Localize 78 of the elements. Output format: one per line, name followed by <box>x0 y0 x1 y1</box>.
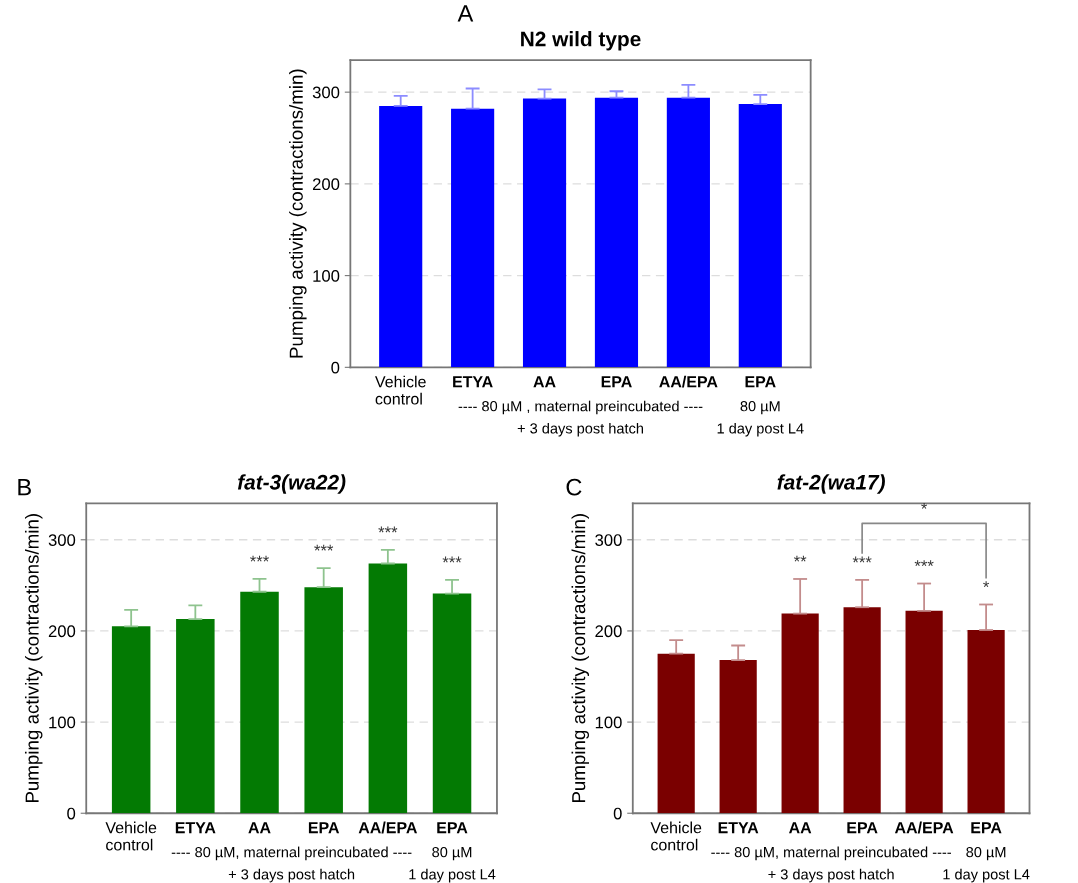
bar <box>967 630 1005 814</box>
bar <box>719 660 757 814</box>
x-tick-label: EPA <box>847 822 878 834</box>
bar <box>304 587 343 814</box>
data-label: * <box>983 581 990 588</box>
chart-title: N2 wild type <box>521 31 641 51</box>
x-tick-label: AA/EPA <box>894 821 954 834</box>
text: + 3 days post hatch <box>768 868 894 883</box>
y-tick-label: 100 <box>49 716 76 729</box>
bar <box>657 653 695 814</box>
text: 1 day post L4 <box>943 868 1030 883</box>
x-tick-label: ETYA <box>718 822 759 834</box>
chart-title: fat-3(wa22) <box>237 474 346 494</box>
y-tick-label: 0 <box>613 807 622 820</box>
x-tick-label: EPA <box>745 376 776 388</box>
data-label: *** <box>914 560 934 567</box>
x-tick-label: AA <box>789 822 812 834</box>
bar <box>738 104 782 368</box>
text: 80 µM <box>740 401 780 415</box>
x-tick-label: AA <box>533 376 556 388</box>
bar <box>666 97 710 368</box>
text: + 3 days post hatch <box>517 422 643 437</box>
y-tick-label: 300 <box>48 534 76 546</box>
y-tick-label: 300 <box>595 534 622 546</box>
x-tick-label: EPA <box>601 376 632 388</box>
y-tick-label: 0 <box>331 361 340 374</box>
text: + 3 days post hatch <box>228 868 355 883</box>
x-tick-label: Vehicle control <box>105 821 157 851</box>
data-label: ** <box>793 555 807 562</box>
text: C <box>566 478 582 496</box>
y-tick-label: 200 <box>312 178 340 191</box>
x-tick-label: ETYA <box>175 822 216 834</box>
data-label: *** <box>378 526 398 533</box>
x-tick-label: EPA <box>971 822 1002 834</box>
y-tick-label: 100 <box>595 716 622 729</box>
bar <box>432 593 472 814</box>
data-label: *** <box>852 556 872 563</box>
data-label: *** <box>250 555 269 562</box>
x-tick-label: AA <box>248 822 271 834</box>
bar <box>905 610 943 814</box>
bar <box>781 613 819 814</box>
text: B <box>18 479 31 496</box>
annotation: * <box>921 502 928 509</box>
x-tick-label: ETYA <box>453 376 493 388</box>
x-tick-label: Vehicle control <box>650 821 702 851</box>
x-tick-label: AA/EPA <box>358 821 418 834</box>
x-tick-label: EPA <box>308 822 340 834</box>
y-axis-title: Pumping activity (contractions/min) <box>289 69 307 358</box>
bar <box>176 619 215 814</box>
bar <box>111 626 151 814</box>
y-tick-label: 200 <box>595 625 622 638</box>
bar <box>522 98 567 368</box>
text: 80 µM <box>966 846 1006 861</box>
y-tick-label: 100 <box>313 270 340 282</box>
text: A <box>457 5 474 22</box>
x-tick-label: Vehicle control <box>375 375 426 405</box>
text: ---- 80 µM , maternal preincubated ---- <box>458 400 703 415</box>
text: ---- 80 µM, maternal preincubated ---- <box>171 846 412 861</box>
y-axis-title: Pumping activity (contractions/min) <box>571 514 590 803</box>
bar <box>594 97 639 368</box>
text: 1 day post L4 <box>717 422 804 437</box>
x-tick-label: EPA <box>437 822 468 834</box>
y-axis-title: Pumping activity (contractions/min) <box>24 514 43 803</box>
y-tick-label: 200 <box>48 625 76 638</box>
bar <box>843 607 881 814</box>
chart-title: fat-2(wa17) <box>777 474 885 494</box>
text: 1 day post L4 <box>409 868 496 883</box>
bar <box>240 591 279 814</box>
bar <box>368 563 408 814</box>
bar <box>451 108 495 368</box>
data-label: *** <box>314 544 334 551</box>
text: ---- 80 µM, maternal preincubated ---- <box>711 846 951 861</box>
data-label: *** <box>442 556 462 563</box>
text: 80 µM <box>432 846 472 861</box>
bar <box>379 105 423 368</box>
y-tick-label: 300 <box>312 86 340 99</box>
x-tick-label: AA/EPA <box>659 375 718 388</box>
y-tick-label: 0 <box>67 807 76 820</box>
